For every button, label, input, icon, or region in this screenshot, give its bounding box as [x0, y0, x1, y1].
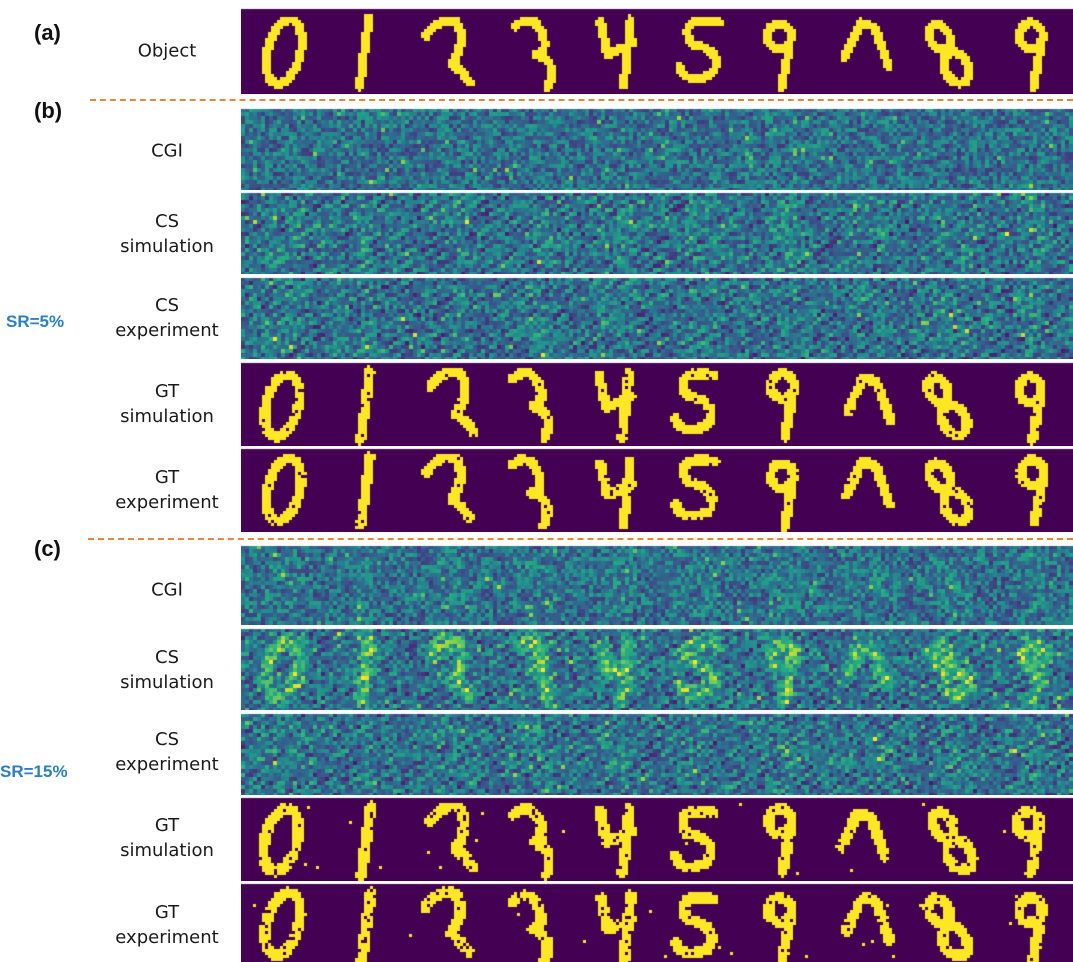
panel-label-c: (c): [34, 536, 61, 561]
row-label-c-cgi: CGI: [92, 578, 242, 603]
row-label-c-cs-experiment: CS experiment: [92, 727, 242, 777]
b-gt-experiment-strip: [241, 448, 1073, 532]
c-gt-experiment-strip: [241, 883, 1073, 962]
row-label-line2: experiment: [115, 492, 219, 513]
row-label-c-gt-simulation: GT simulation: [92, 813, 242, 863]
row-label-line1: CGI: [151, 579, 183, 601]
b-gt-simulation-strip: [241, 362, 1073, 446]
row-label-line1: GT: [154, 467, 180, 488]
row-label-line1: GT: [154, 815, 180, 836]
row-label-b-cs-experiment: CS experiment: [92, 293, 242, 343]
b-cgi-noise-strip: [241, 108, 1073, 190]
b-cs-simulation-strip: [241, 192, 1073, 274]
row-label-line2: experiment: [115, 754, 219, 775]
divider-bc: [88, 538, 1073, 540]
row-label-c-gt-experiment: GT experiment: [92, 900, 242, 950]
row-label-line1: CS: [155, 211, 179, 232]
c-cs-simulation-strip: [241, 628, 1073, 710]
row-label-line2: experiment: [115, 320, 219, 341]
object-digit-strip: [241, 8, 1073, 94]
panel-label-b: (b): [34, 98, 63, 123]
sr-label-b: SR=5%: [6, 312, 65, 331]
row-label-c-cs-simulation: CS simulation: [92, 645, 242, 695]
row-label-line2: simulation: [120, 406, 214, 427]
c-gt-simulation-strip: [241, 797, 1073, 881]
row-label-line1: GT: [154, 381, 180, 402]
row-label-line2: simulation: [120, 236, 214, 257]
row-label-line1: GT: [154, 902, 180, 923]
c-cgi-noise-strip: [241, 545, 1073, 625]
row-label-b-cs-simulation: CS simulation: [92, 209, 242, 259]
b-cs-experiment-strip: [241, 277, 1073, 359]
row-label-object: Object: [92, 39, 242, 64]
row-label-line2: experiment: [115, 927, 219, 948]
row-label-line1: Object: [137, 40, 197, 62]
row-label-line1: CGI: [151, 140, 183, 162]
row-label-b-gt-simulation: GT simulation: [92, 379, 242, 429]
sr-label-c: SR=15%: [0, 762, 68, 781]
row-label-line1: CS: [155, 295, 179, 316]
divider-ab: [90, 99, 1073, 101]
row-label-b-gt-experiment: GT experiment: [92, 465, 242, 515]
row-label-b-cgi: CGI: [92, 139, 242, 164]
row-label-line1: CS: [155, 647, 179, 668]
row-label-line2: simulation: [120, 672, 214, 693]
panel-label-a: (a): [34, 20, 61, 45]
c-cs-experiment-strip: [241, 713, 1073, 795]
row-label-line1: CS: [155, 729, 179, 750]
row-label-line2: simulation: [120, 840, 214, 861]
